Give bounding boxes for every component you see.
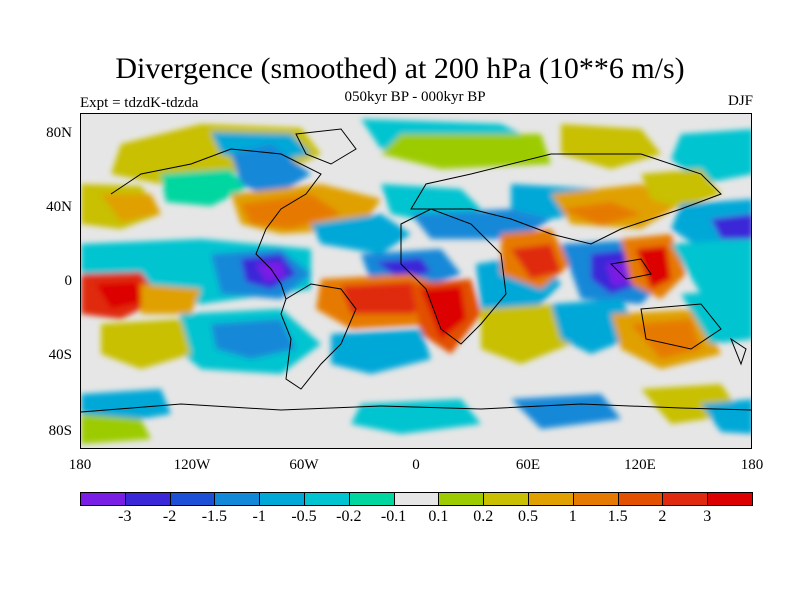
field-patch [561, 124, 661, 169]
colorbar-label: -3 [118, 508, 132, 525]
lat-label: 80S [48, 423, 72, 439]
colorbar-label: 2 [658, 508, 667, 525]
experiment-label: Expt = tdzdK-tdzda [80, 95, 199, 111]
field-patch [606, 262, 633, 286]
field-patch [311, 214, 411, 254]
lon-label: 60E [515, 457, 541, 473]
field-patch [511, 394, 621, 429]
lon-label: 0 [412, 457, 420, 473]
plot-subtitle: 050kyr BP - 000kyr BP [344, 89, 486, 105]
colorbar-swatch [80, 492, 126, 506]
field-patch [256, 262, 286, 282]
colorbar-label: 0.5 [518, 508, 538, 525]
field-patch [211, 319, 296, 359]
plot-title: Divergence (smoothed) at 200 hPa (10**6 … [115, 52, 685, 85]
colorbar-swatch [528, 492, 574, 506]
coastline [81, 403, 751, 413]
lon-label: 120W [173, 457, 211, 473]
coastline [400, 208, 507, 345]
lat-label: 40N [46, 199, 72, 215]
colorbar-label: -2 [162, 508, 177, 525]
colorbar-label: -0.1 [380, 508, 407, 525]
lon-label: 60W [289, 457, 319, 473]
colorbar-swatch [124, 492, 171, 506]
colorbar-label: -0.5 [291, 508, 317, 525]
colorbar-swatch [572, 492, 619, 506]
field-patch [636, 246, 671, 289]
colorbar-label: -1 [252, 508, 266, 525]
lat-label: 80N [46, 125, 72, 141]
colorbar-swatch [348, 492, 395, 506]
field-patch [481, 304, 571, 364]
colorbar-swatch [169, 492, 216, 506]
colorbar-label: 0.2 [473, 508, 494, 525]
field-patch [81, 389, 171, 424]
field-patch [711, 214, 751, 239]
lat-label: 0 [64, 273, 73, 289]
field-patch [701, 399, 751, 434]
coastline [110, 148, 322, 300]
coastline [280, 283, 357, 390]
coastline [609, 258, 652, 280]
coastlines [81, 128, 751, 413]
colorbar-swatch [707, 492, 753, 506]
colorbar-label: 1 [568, 508, 577, 525]
colorbar-swatch [304, 492, 350, 506]
field-patch [331, 329, 431, 374]
lon-label: 180 [740, 457, 764, 473]
colorbar-label: -1.5 [201, 508, 228, 525]
field-patch [681, 289, 751, 344]
coastline [295, 128, 357, 165]
colorbar-label: -0.2 [336, 508, 362, 525]
field-patch [241, 194, 341, 229]
map-field [81, 114, 751, 448]
coastline [410, 153, 722, 245]
field-patch [141, 284, 201, 314]
field-patch [231, 144, 311, 199]
field-patch [671, 239, 751, 294]
colorbar-label: 0.1 [428, 508, 449, 525]
colorbar-swatch [393, 492, 440, 506]
field-patch [561, 202, 641, 226]
field-patch [376, 258, 431, 280]
field-patch [81, 414, 151, 444]
field-patch [511, 244, 561, 279]
coastline [729, 337, 747, 366]
lon-label: 120E [624, 457, 656, 473]
field-patch [411, 209, 551, 239]
season-label: DJF [727, 93, 753, 109]
colorbar-label: 1.5 [607, 508, 628, 525]
field-patch [631, 319, 701, 359]
lon-label: 180 [68, 457, 92, 473]
colorbar-label: 3 [703, 508, 712, 525]
colorbar-swatch [214, 492, 261, 506]
field-patch [96, 282, 141, 309]
colorbar-swatch [483, 492, 529, 506]
colorbar [80, 492, 753, 506]
colorbar-swatch [662, 492, 709, 506]
field-patch [161, 169, 246, 206]
field-patch [641, 169, 721, 209]
colorbar-swatch [438, 492, 485, 506]
field-patch [381, 134, 551, 169]
colorbar-swatch [259, 492, 305, 506]
field-patch [101, 194, 161, 222]
field-patch [421, 286, 466, 339]
colorbar-swatch [617, 492, 664, 506]
map-panel [80, 113, 752, 449]
coastline [640, 303, 722, 350]
lat-label: 40S [48, 347, 72, 363]
field-patch [101, 319, 191, 369]
